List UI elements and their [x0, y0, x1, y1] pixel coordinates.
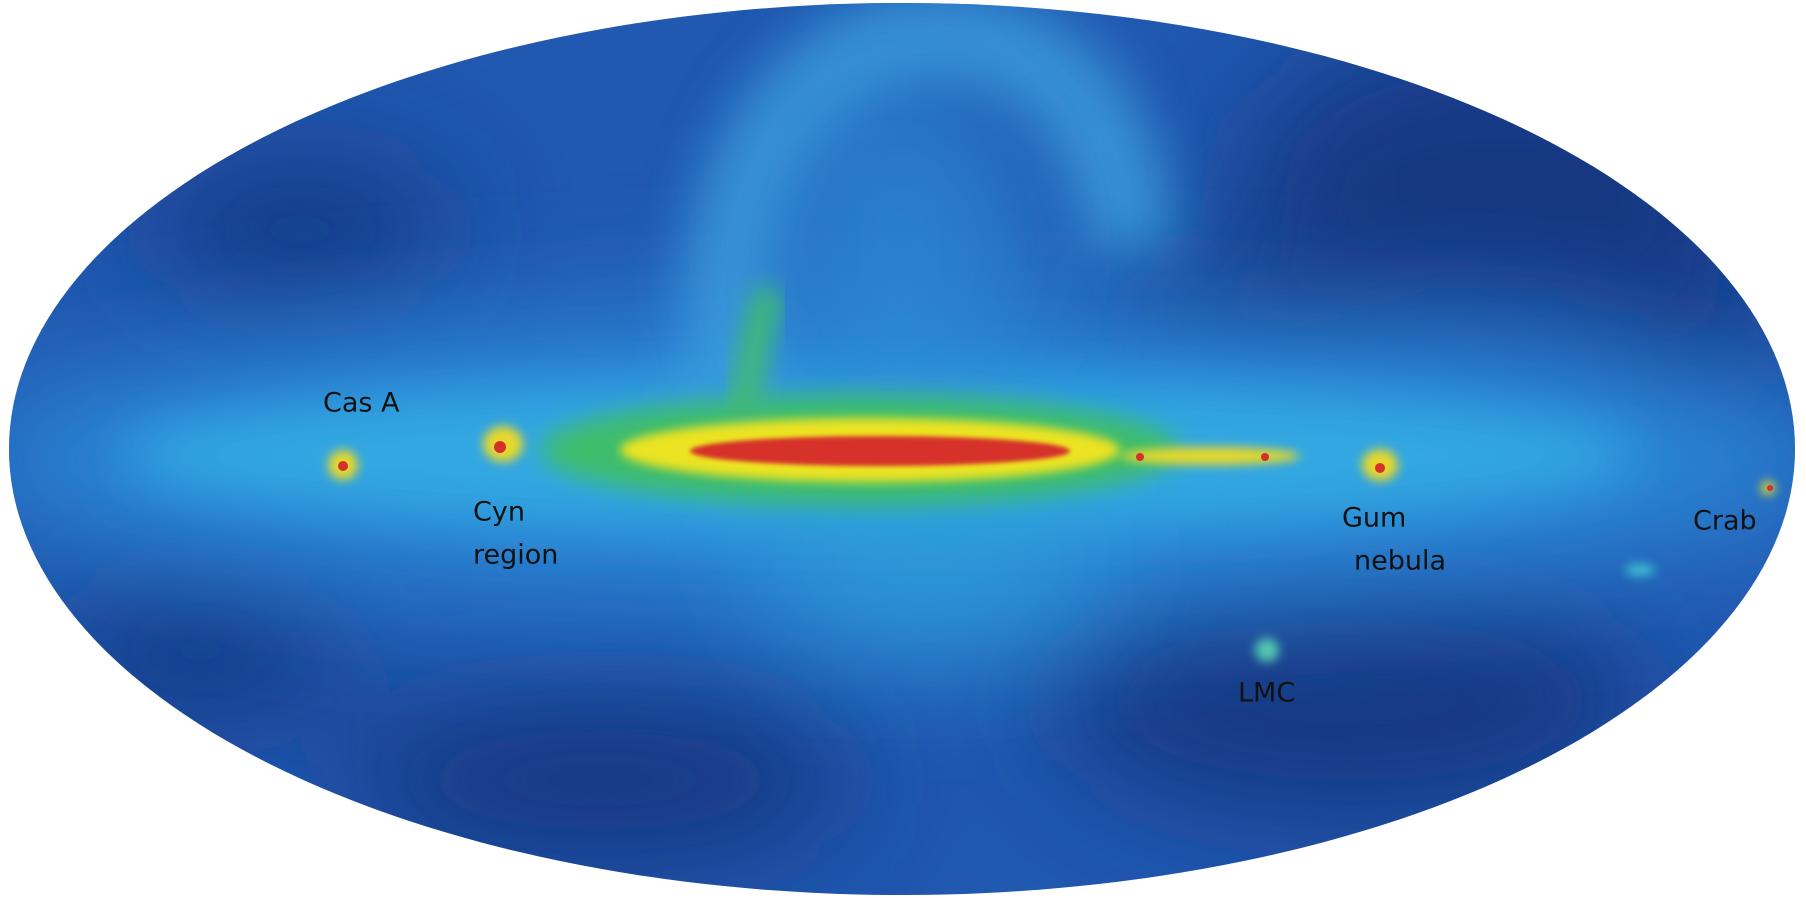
- map-label: Crab: [1693, 506, 1757, 537]
- map-label: LMC: [1238, 678, 1295, 709]
- sky-map: Cas A Cyn region Gum nebula Crab LMC: [0, 0, 1806, 898]
- sky-image: [0, 0, 1806, 898]
- map-label: region: [473, 540, 558, 571]
- map-label: Cyn: [473, 497, 525, 528]
- map-label: Cas A: [323, 388, 400, 419]
- map-label: Gum: [1342, 503, 1406, 534]
- map-label: nebula: [1354, 546, 1446, 577]
- page: Cas A Cyn region Gum nebula Crab LMC (()…: [0, 0, 1806, 898]
